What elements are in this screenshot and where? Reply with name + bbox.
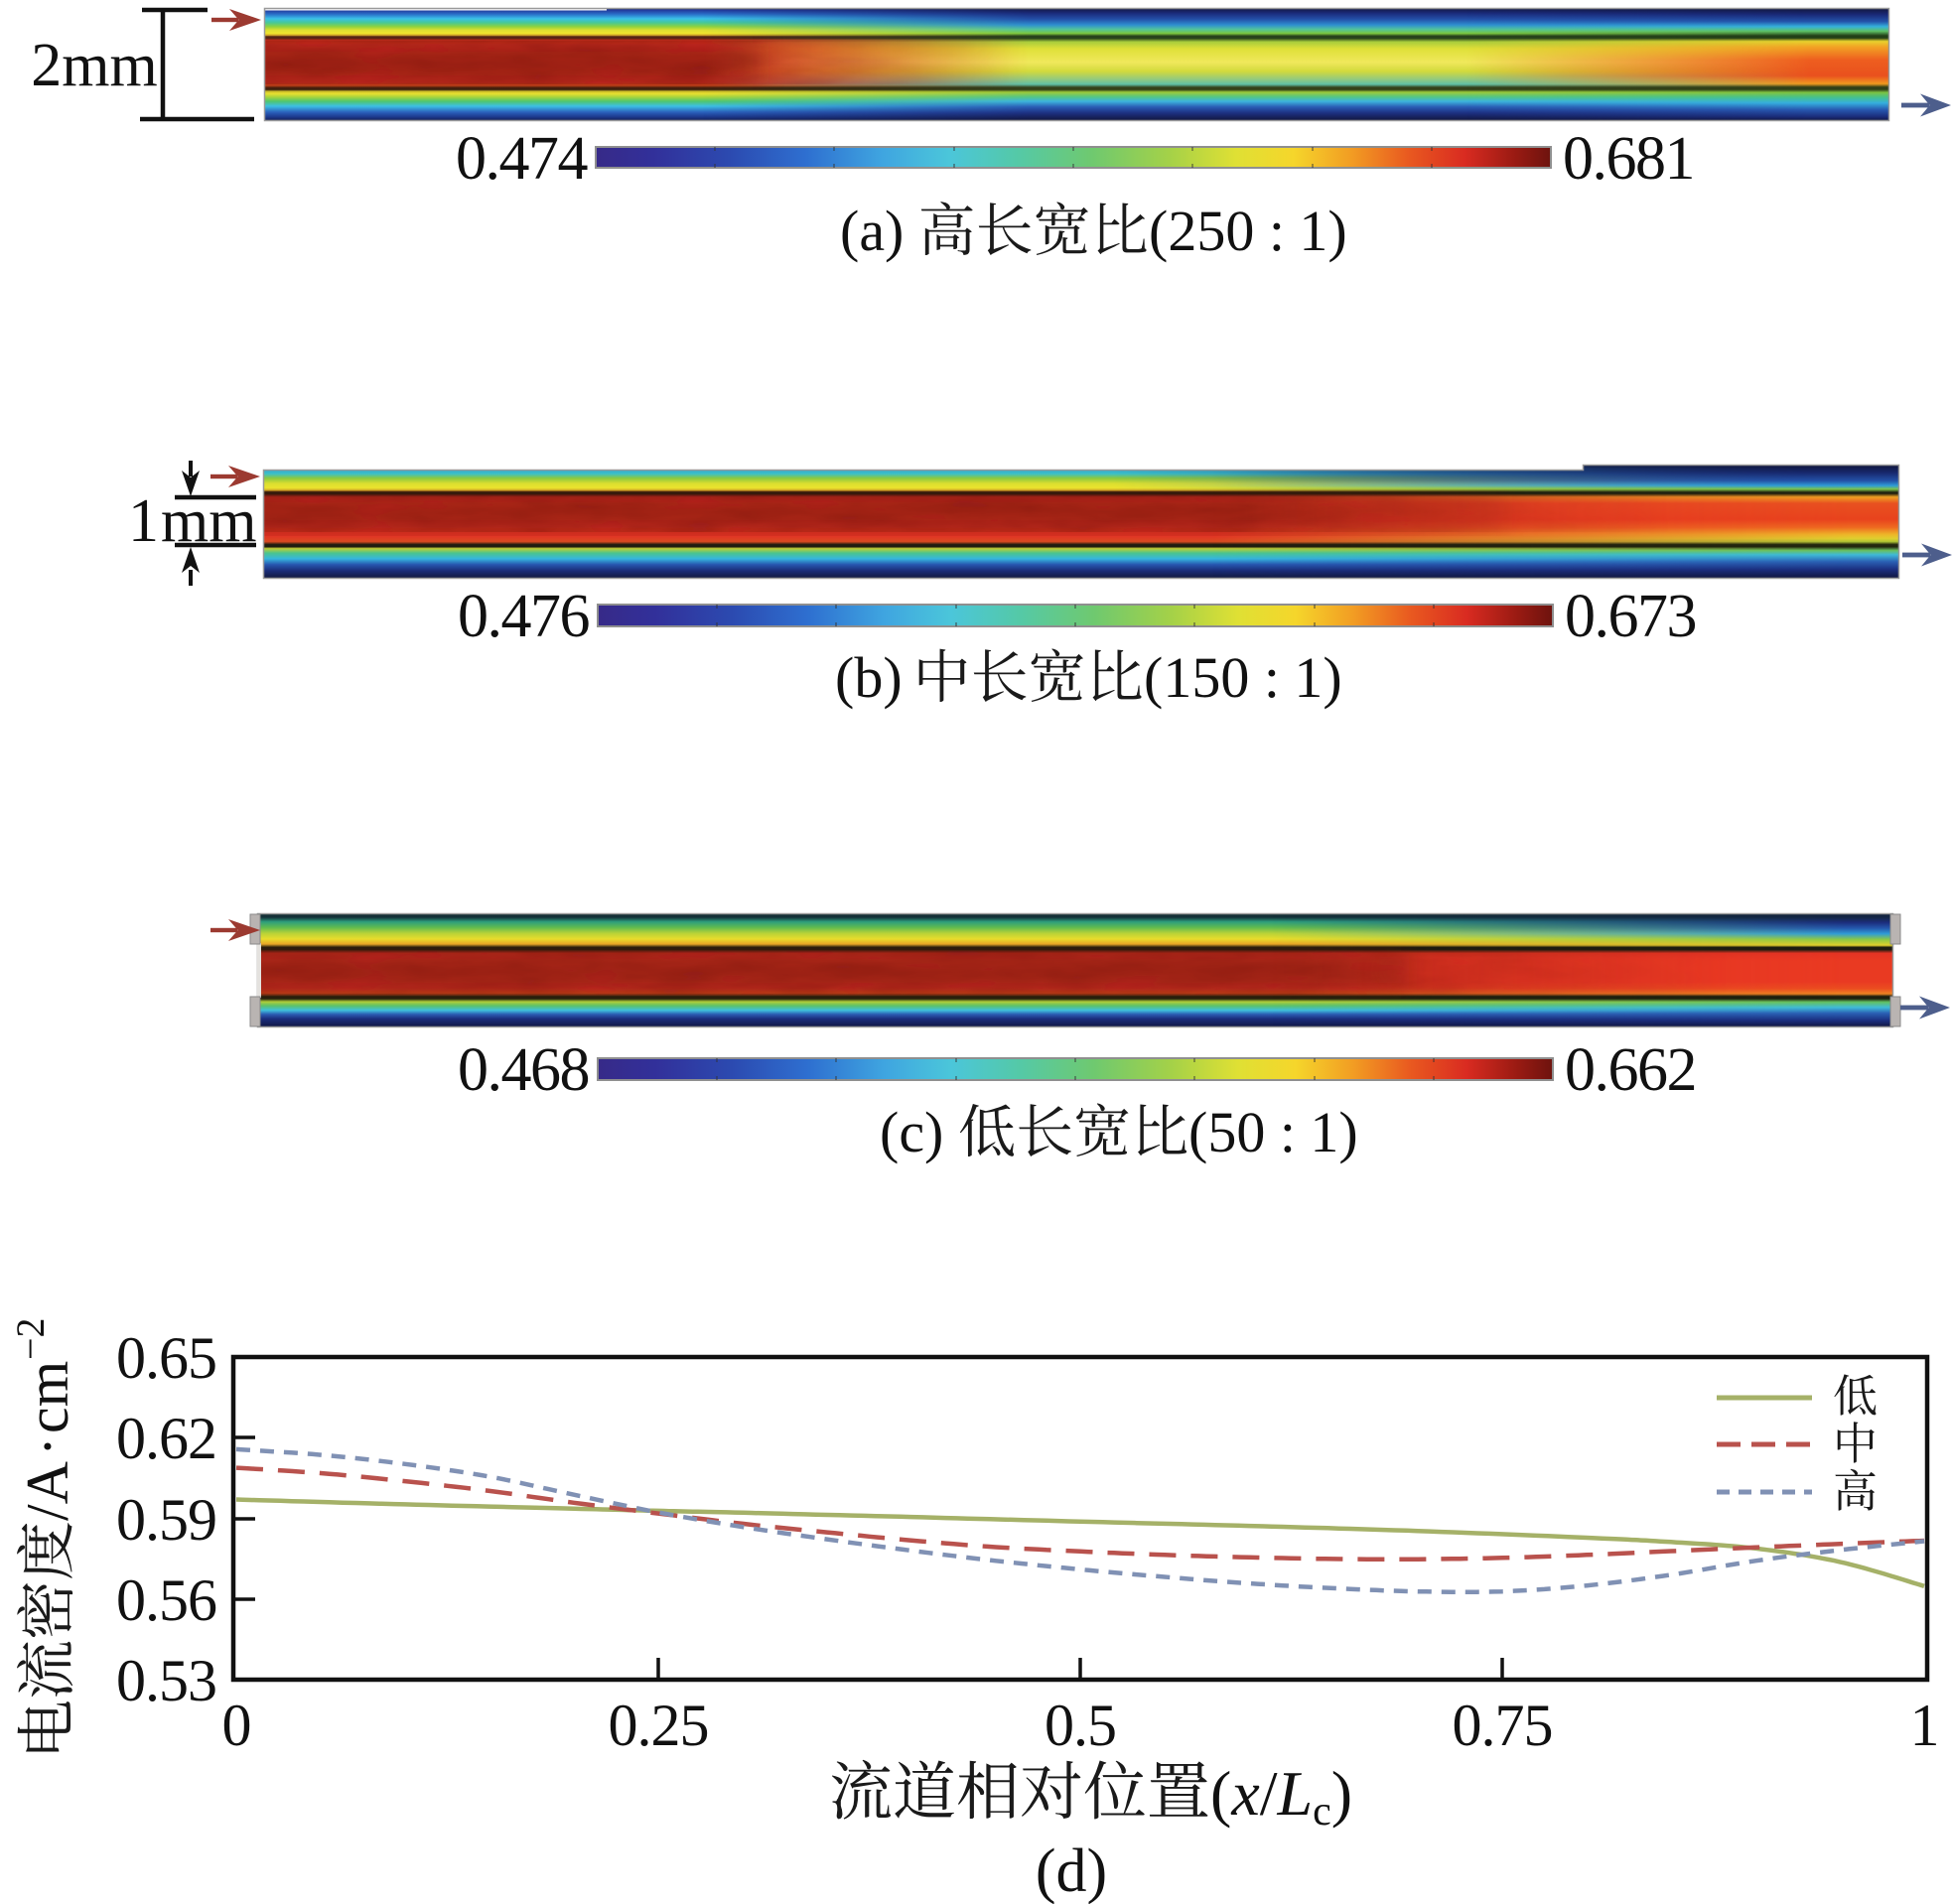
svg-text:/A: /A	[15, 1461, 80, 1521]
svg-text:1: 1	[1910, 1693, 1939, 1758]
svg-text:0.75: 0.75	[1453, 1693, 1553, 1758]
svg-text:1: 1	[128, 487, 159, 555]
svg-text:(b): (b)	[835, 645, 903, 710]
svg-text:cm: cm	[15, 1361, 80, 1433]
svg-text:(c): (c)	[880, 1100, 943, 1164]
svg-text:0.681: 0.681	[1563, 125, 1694, 193]
svg-text:0.59: 0.59	[116, 1487, 216, 1553]
svg-text:0.5: 0.5	[1045, 1693, 1116, 1758]
svg-text:(x/Lc): (x/Lc)	[1210, 1758, 1352, 1835]
svg-text:·: ·	[15, 1436, 80, 1456]
svg-text:0.62: 0.62	[116, 1406, 216, 1471]
svg-text:0.53: 0.53	[116, 1648, 216, 1713]
svg-text:(d): (d)	[1036, 1837, 1107, 1904]
svg-text:0: 0	[222, 1693, 251, 1758]
svg-text:0.476: 0.476	[458, 583, 590, 650]
svg-text:0.474: 0.474	[456, 125, 589, 193]
svg-text:−2: −2	[8, 1317, 53, 1360]
svg-text:(250 : 1): (250 : 1)	[1149, 199, 1347, 263]
svg-text:mm: mm	[161, 487, 256, 555]
svg-text:0.673: 0.673	[1565, 583, 1696, 650]
svg-text:0.662: 0.662	[1565, 1036, 1696, 1104]
svg-text:(150 : 1): (150 : 1)	[1144, 645, 1342, 710]
svg-text:(a): (a)	[840, 199, 904, 263]
svg-text:0.468: 0.468	[458, 1036, 589, 1104]
svg-text:0.25: 0.25	[609, 1693, 709, 1758]
svg-text:(50 : 1): (50 : 1)	[1188, 1100, 1358, 1164]
svg-text:0.56: 0.56	[116, 1567, 216, 1633]
svg-text:0.65: 0.65	[116, 1325, 216, 1391]
svg-text:2mm: 2mm	[31, 32, 157, 99]
